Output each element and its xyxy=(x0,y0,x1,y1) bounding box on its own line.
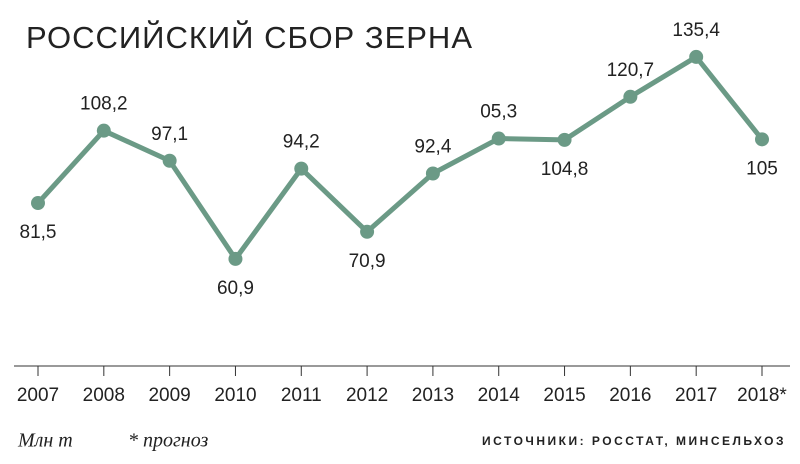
data-label: 105 xyxy=(746,158,778,179)
data-label: 108,2 xyxy=(80,94,128,115)
data-label: 104,8 xyxy=(541,159,589,180)
x-tick-label: 2008 xyxy=(83,385,125,406)
chart-title: РОССИЙСКИЙ СБОР ЗЕРНА xyxy=(26,19,473,55)
data-label: 05,3 xyxy=(480,102,517,123)
source: ИСТОЧНИКИ: РОССТАТ, МИНСЕЛЬХОЗ xyxy=(482,434,786,448)
x-tick-label: 2015 xyxy=(543,385,585,406)
x-tick-label: 2009 xyxy=(148,385,190,406)
x-tick-label: 2012 xyxy=(346,385,388,406)
x-tick-label: 2010 xyxy=(214,385,256,406)
data-label: 135,4 xyxy=(672,20,720,41)
note: * прогноз xyxy=(128,430,208,452)
x-tick-label: 2014 xyxy=(478,385,521,406)
data-label: 92,4 xyxy=(414,137,451,158)
data-label: 81,5 xyxy=(20,222,57,243)
x-tick-label: 2016 xyxy=(609,385,651,406)
data-point xyxy=(294,161,309,176)
data-point xyxy=(228,251,243,266)
data-label: 120,7 xyxy=(607,60,655,81)
data-point xyxy=(755,132,769,147)
x-tick-label: 2013 xyxy=(412,385,454,406)
data-point xyxy=(360,224,375,239)
data-point xyxy=(623,89,638,104)
unit-label: Млн т xyxy=(17,430,73,452)
x-tick-label: 2018* xyxy=(737,385,787,406)
data-point xyxy=(557,132,572,147)
data-point xyxy=(162,153,177,168)
x-tick-label: 2011 xyxy=(281,385,322,406)
data-point xyxy=(491,131,506,146)
data-label: 97,1 xyxy=(151,124,188,145)
data-label: 94,2 xyxy=(283,132,320,153)
data-line xyxy=(36,54,764,262)
x-tick-label: 2007 xyxy=(17,385,59,406)
data-label: 70,9 xyxy=(349,251,386,272)
data-point xyxy=(31,196,45,211)
data-point xyxy=(689,49,704,64)
data-point xyxy=(96,123,111,138)
data-label: 60,9 xyxy=(217,278,254,299)
data-point xyxy=(425,166,440,181)
x-tick-label: 2017 xyxy=(675,385,717,406)
